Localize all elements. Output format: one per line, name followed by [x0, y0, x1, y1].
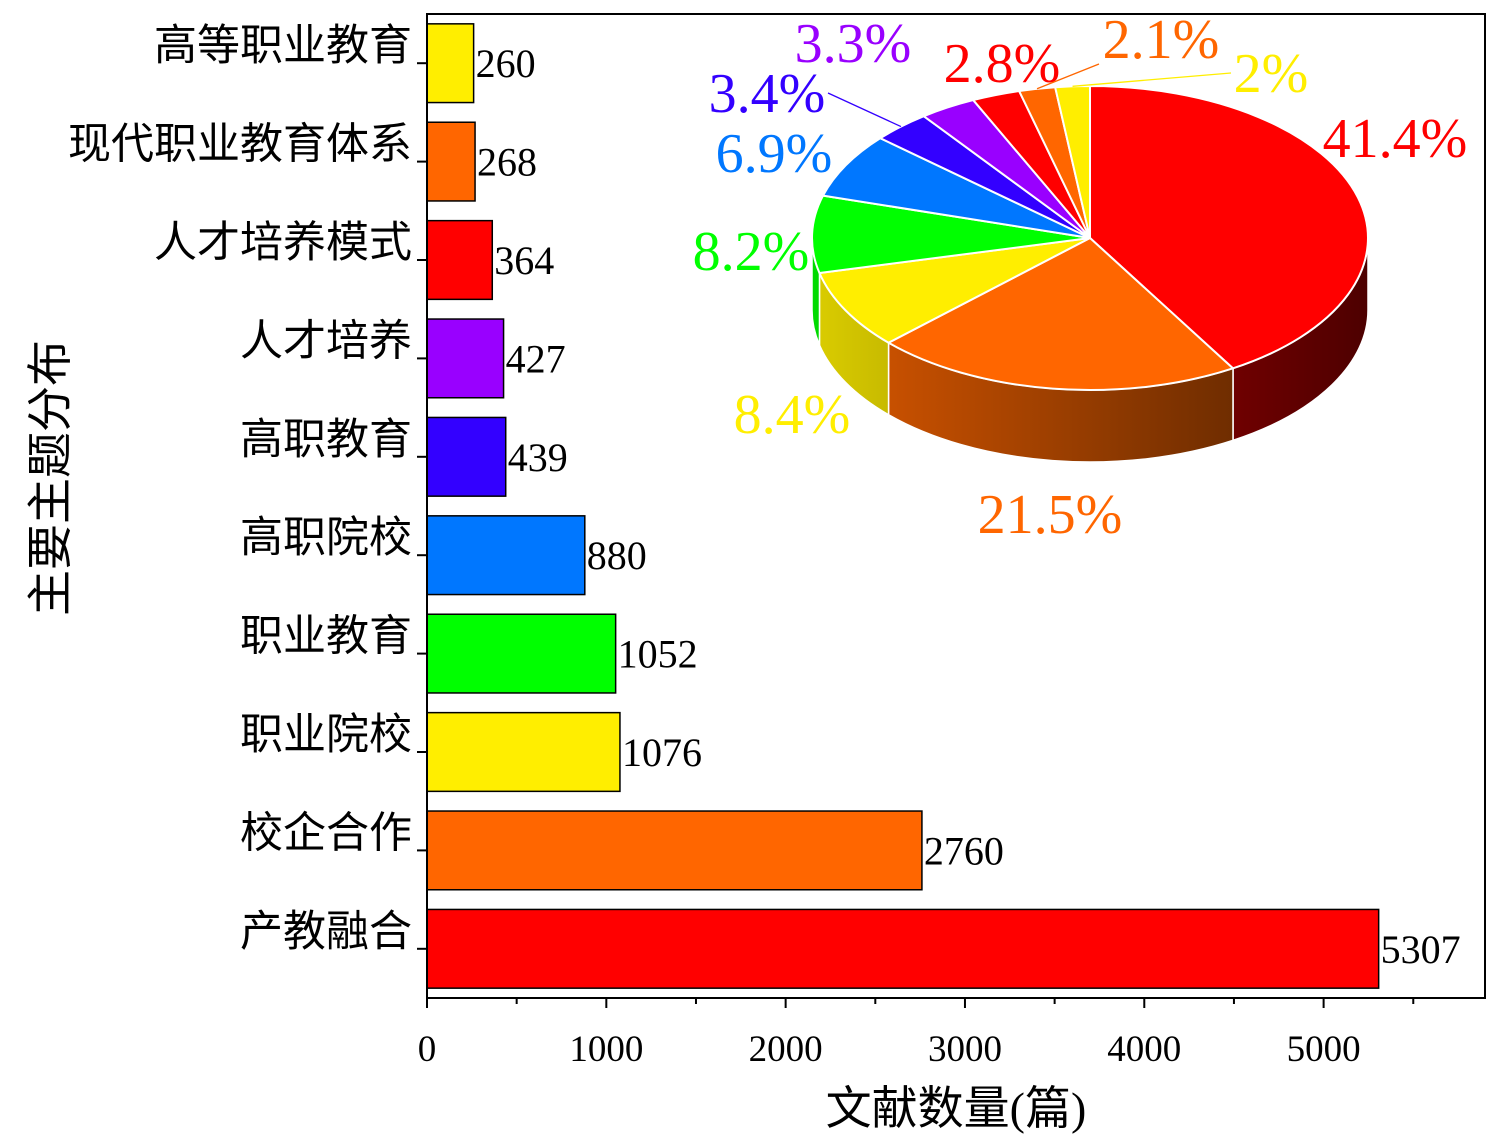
bar: [426, 515, 586, 596]
category-label: 高等职业教育: [154, 23, 412, 70]
bar-value-label: 2760: [924, 828, 1004, 873]
category-label: 职业院校: [240, 711, 412, 759]
pie-percent-label: 6.9%: [716, 123, 833, 185]
bar-value-label: 5307: [1381, 927, 1461, 972]
bar-series: 5307 产教融合 2760 校企合作 1076 职业院校 1052 职业教育 880 高职院校 4…: [68, 23, 1461, 989]
bar-value-label: 427: [506, 336, 566, 381]
pie-slice: [818, 237, 1091, 344]
axes: [426, 13, 1486, 999]
pie-percent-label: 8.4%: [734, 384, 851, 446]
category-label: 人才培养模式: [154, 219, 412, 267]
pie-percent-label: 3.3%: [795, 13, 912, 75]
bar: [426, 908, 1380, 989]
category-label: 现代职业教育体系: [68, 122, 412, 169]
category-label: 人才培养: [240, 317, 412, 365]
y-axis-title: 主要主题分布: [25, 340, 76, 616]
x-tick-label: 1000: [569, 1029, 643, 1070]
pie-slice: [1089, 85, 1369, 370]
x-tick-label: 2000: [749, 1029, 823, 1070]
pie-leader-line: [827, 92, 902, 128]
bar: [426, 810, 923, 891]
bar: [426, 318, 505, 399]
bar-value-label: 268: [477, 140, 537, 185]
category-label: 高职教育: [240, 417, 412, 464]
pie-percent-label: 3.4%: [709, 63, 826, 125]
category-label: 产教融合: [240, 909, 412, 956]
axis-ticks: 0 1000 2000 3000 4000 5000: [417, 62, 1415, 1070]
bar-value-label: 1076: [622, 730, 702, 775]
pie-leader-line: [1036, 63, 1100, 90]
pie-percent-label: 41.4%: [1323, 108, 1468, 170]
pie-slice: [811, 194, 1091, 275]
bar: [426, 416, 507, 497]
pie-slice: [887, 237, 1235, 391]
bar: [426, 23, 475, 104]
bar-value-label: 364: [494, 238, 554, 283]
plot-frame: [426, 13, 1486, 999]
pie-top-face: [811, 85, 1369, 391]
bar-value-label: 880: [587, 533, 647, 578]
x-tick-label: 3000: [928, 1029, 1002, 1070]
bar-value-label: 1052: [618, 632, 698, 677]
pie-leader-line: [1072, 72, 1232, 87]
pie-percent-label: 8.2%: [693, 221, 810, 283]
x-axis-title: 文献数量(篇): [826, 1083, 1087, 1134]
pie-percent-label: 21.5%: [978, 484, 1123, 546]
x-tick-label: 5000: [1287, 1029, 1361, 1070]
pie-slice: [822, 137, 1091, 239]
bar: [426, 121, 476, 202]
pie-percent-label: 2.1%: [1103, 9, 1220, 71]
category-label: 校企合作: [240, 809, 412, 857]
bar: [426, 219, 494, 301]
pie-labels: 41.4% 21.5% 8.4% 8.2% 6.9%3.4%3.3% 2.8% 2.1%2%: [693, 9, 1468, 546]
pie-chart: 41.4% 21.5% 8.4% 8.2% 6.9%3.4%3.3% 2.8% 2.1%2%: [693, 9, 1468, 546]
bar-value-label: 439: [508, 435, 568, 480]
pie-percent-label: 2%: [1234, 43, 1309, 105]
category-label: 职业教育: [240, 614, 412, 661]
x-tick-label: 0: [418, 1029, 437, 1070]
x-tick-label: 4000: [1107, 1029, 1181, 1070]
category-label: 高职院校: [240, 514, 412, 562]
bar: [426, 711, 621, 793]
bar: [426, 613, 617, 694]
pie-percent-label: 2.8%: [944, 33, 1061, 95]
bar-value-label: 260: [476, 41, 536, 86]
